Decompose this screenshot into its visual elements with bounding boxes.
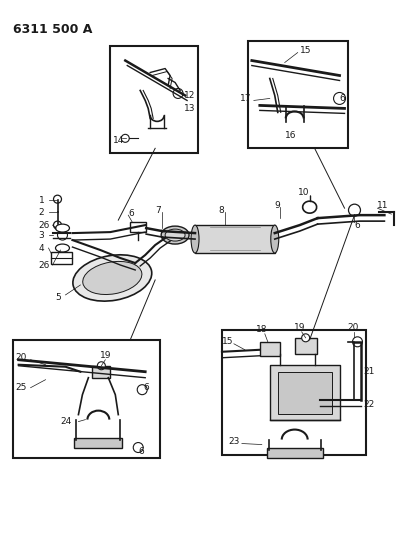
Circle shape [121,134,129,142]
Ellipse shape [55,244,69,252]
Ellipse shape [161,226,189,244]
Bar [247,41,347,148]
Text: 9: 9 [274,200,280,209]
Bar [259,342,279,356]
Ellipse shape [83,261,142,295]
Bar [74,438,122,448]
Text: 2: 2 [38,208,44,216]
Text: 14: 14 [113,136,124,145]
Text: 13: 13 [184,104,195,113]
Text: 21: 21 [362,367,374,376]
Text: 17: 17 [240,94,251,103]
Circle shape [137,385,147,394]
Circle shape [133,442,143,453]
Text: 15: 15 [299,46,310,55]
Text: 25: 25 [16,383,27,392]
Circle shape [352,337,362,347]
Bar [269,365,339,419]
Text: 11: 11 [377,200,388,209]
Text: 23: 23 [227,437,239,446]
Bar [130,222,146,232]
Text: 26: 26 [38,261,50,270]
Bar [195,225,274,253]
Bar [266,448,322,457]
Circle shape [57,230,67,240]
Text: 19: 19 [293,324,304,333]
Ellipse shape [191,225,198,253]
Text: 24: 24 [61,417,72,426]
Text: 22: 22 [362,400,374,409]
Text: 19: 19 [100,351,112,360]
Text: 5: 5 [55,294,61,302]
Text: 6: 6 [339,94,344,103]
Bar [294,338,316,354]
Ellipse shape [73,255,151,301]
Bar [13,340,160,457]
Text: 4: 4 [38,244,44,253]
Text: 12: 12 [184,91,195,100]
Bar [277,372,331,414]
Text: 18: 18 [255,325,267,334]
Bar [50,252,72,264]
Text: 16: 16 [284,131,296,140]
Ellipse shape [55,224,69,232]
Circle shape [97,362,105,370]
Bar [221,330,366,455]
Circle shape [348,204,360,216]
Ellipse shape [270,225,278,253]
Circle shape [333,92,345,104]
Text: 20: 20 [347,324,358,333]
Circle shape [54,221,61,229]
Text: 1: 1 [38,196,44,205]
Text: 6311 500 A: 6311 500 A [13,22,92,36]
Text: 10: 10 [297,188,308,197]
Circle shape [301,334,309,342]
Text: 15: 15 [221,337,233,346]
Bar [92,366,110,378]
Circle shape [54,195,61,203]
Text: 26: 26 [38,221,50,230]
Text: 6: 6 [138,447,144,456]
Text: 6: 6 [354,221,360,230]
Text: 8: 8 [218,206,223,215]
Text: 3: 3 [38,231,44,239]
Text: 20: 20 [16,353,27,362]
Bar [110,46,198,154]
Ellipse shape [165,229,184,241]
Circle shape [173,88,183,99]
Text: 7: 7 [155,206,160,215]
Text: 6: 6 [128,208,134,217]
Text: 6: 6 [143,383,148,392]
